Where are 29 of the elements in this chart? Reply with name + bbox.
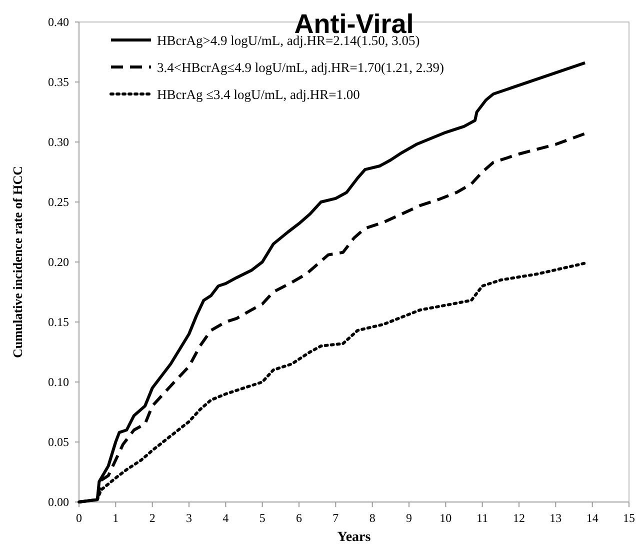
x-tick-label: 13 <box>550 511 562 525</box>
x-tick-label: 5 <box>259 511 266 525</box>
x-axis-title: Years <box>337 530 372 545</box>
x-tick-label: 3 <box>186 511 192 525</box>
y-tick-label: 0.30 <box>48 135 69 149</box>
legend-label: HBcrAg ≤3.4 logU/mL, adj.HR=1.00 <box>157 87 360 102</box>
x-tick-label: 6 <box>296 511 302 525</box>
y-tick-label: 0.05 <box>48 435 69 449</box>
x-tick-label: 9 <box>406 511 412 525</box>
x-tick-label: 7 <box>332 511 339 525</box>
y-tick-label: 0.15 <box>48 315 69 329</box>
y-tick-label: 0.40 <box>48 15 69 29</box>
y-tick-label: 0.10 <box>48 375 69 389</box>
y-tick-label: 0.35 <box>48 75 69 89</box>
x-tick-label: 14 <box>586 511 598 525</box>
x-tick-label: 0 <box>76 511 82 525</box>
x-tick-label: 11 <box>476 511 488 525</box>
y-tick-label: 0.00 <box>48 495 69 509</box>
x-tick-label: 4 <box>222 511 229 525</box>
x-tick-label: 12 <box>513 511 525 525</box>
x-tick-label: 1 <box>112 511 119 525</box>
y-tick-label: 0.25 <box>48 195 69 209</box>
y-tick-label: 0.20 <box>48 255 69 269</box>
x-tick-label: 15 <box>623 511 635 525</box>
y-axis-title: Cumulative incidence rate of HCC <box>10 166 25 358</box>
legend-label: 3.4<HBcrAg≤4.9 logU/mL, adj.HR=1.70(1.21, 2.39) <box>157 60 444 75</box>
x-tick-label: 10 <box>440 511 452 525</box>
x-tick-label: 2 <box>149 511 156 525</box>
x-tick-label: 8 <box>369 511 376 525</box>
